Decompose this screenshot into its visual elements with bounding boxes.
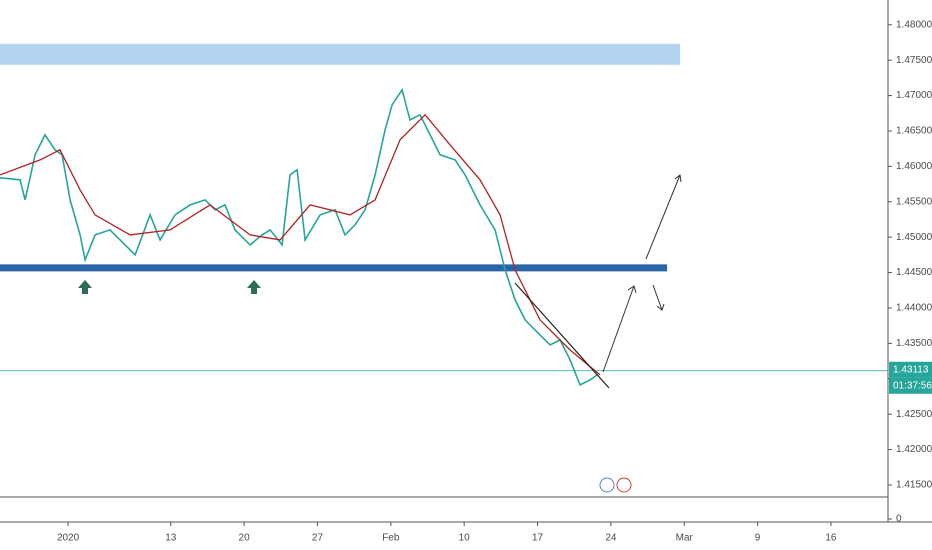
countdown-label: 01:37:56 xyxy=(893,380,932,391)
y-tick-label: 1.42500 xyxy=(896,409,932,420)
y-tick-label: 1.44500 xyxy=(896,267,932,278)
y-tick-label: 1.42000 xyxy=(896,444,932,455)
x-tick-label: 24 xyxy=(605,533,617,544)
x-tick-label: Mar xyxy=(676,533,694,544)
y-tick-label: 1.45500 xyxy=(896,196,932,207)
x-tick-label: Feb xyxy=(382,533,400,544)
y-tick-label: 1.43500 xyxy=(896,338,932,349)
y-tick-label: 1.47000 xyxy=(896,90,932,101)
event-icon[interactable] xyxy=(616,477,632,493)
y-tick-label: 1.46500 xyxy=(896,126,932,137)
up-arrow-icon xyxy=(247,280,261,294)
up-arrow-icon xyxy=(78,280,92,294)
projection-arrow xyxy=(652,284,663,311)
trend-line xyxy=(514,282,610,389)
x-tick-label: 17 xyxy=(532,533,544,544)
x-tick-label: 27 xyxy=(312,533,324,544)
x-tick-label: 16 xyxy=(825,533,837,544)
y-tick-label: 1.47500 xyxy=(896,55,932,66)
x-tick-label: 10 xyxy=(459,533,471,544)
arrow-head xyxy=(674,174,682,183)
x-tick-label: 9 xyxy=(755,533,761,544)
y-tick-label: 1.48000 xyxy=(896,19,932,30)
price-line xyxy=(0,87,598,387)
event-icon[interactable] xyxy=(599,477,615,493)
y-tick-label: 1.41500 xyxy=(896,480,932,491)
countdown-box xyxy=(889,377,932,394)
price-label-box xyxy=(889,361,932,378)
projection-arrow xyxy=(645,174,681,260)
x-tick-label: 20 xyxy=(239,533,251,544)
projection-arrow xyxy=(602,285,635,373)
y-tick-label: 1.44000 xyxy=(896,303,932,314)
price-line xyxy=(0,113,601,376)
x-tick-label: 2020 xyxy=(57,533,80,544)
plot-layer: 1.48000 1.47500 1.47000 1.46500 1.46000 1.455… xyxy=(0,19,932,544)
volume-tick-label: 0 xyxy=(896,514,902,525)
arrow-head xyxy=(656,303,665,311)
resistance-zone xyxy=(0,43,681,65)
y-tick-label: 1.46000 xyxy=(896,161,932,172)
current-price-label: 1.43113 xyxy=(893,364,929,375)
arrow-head xyxy=(627,285,637,294)
y-tick-label: 1.45000 xyxy=(896,232,932,243)
x-tick-label: 13 xyxy=(165,533,177,544)
